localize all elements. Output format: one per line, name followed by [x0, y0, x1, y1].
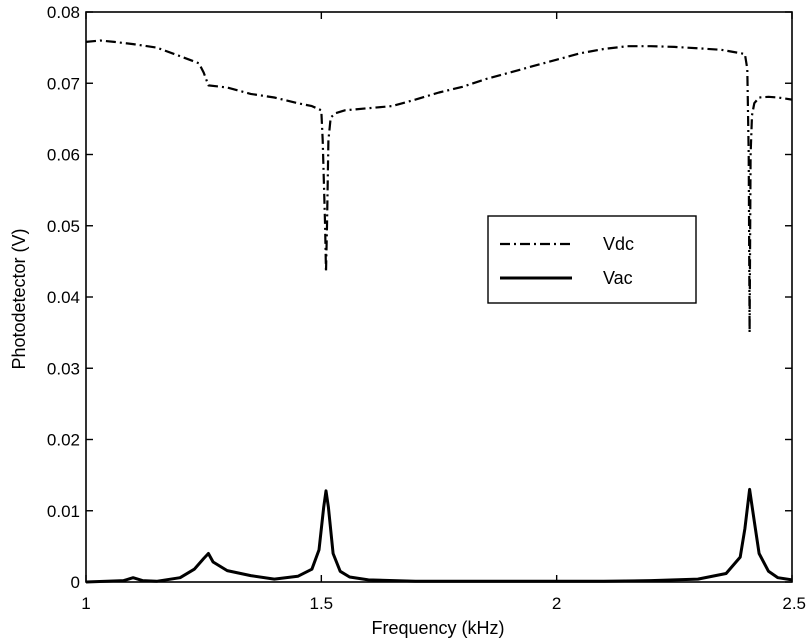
legend-label-vdc: Vdc [603, 234, 634, 254]
y-tick-label: 0.04 [47, 288, 80, 307]
series-layer [85, 39, 793, 584]
legend: Vdc Vac [487, 215, 697, 304]
x-tick-label: 1.5 [310, 594, 334, 613]
series-line-vdc [85, 39, 793, 334]
y-tick-label: 0.01 [47, 502, 80, 521]
x-tick-label: 2.5 [782, 594, 806, 613]
plot-frame [85, 11, 793, 583]
y-tick-label: 0.06 [47, 146, 80, 165]
ticks-layer: 1 1.5 2 2.5 0 0.01 0.02 0.03 0.04 0.05 0.06 0.07 0.0… [47, 3, 806, 613]
legend-box [487, 215, 697, 304]
y-tick-label: 0.08 [47, 3, 80, 22]
x-tick-label: 2 [552, 594, 561, 613]
y-axis-label: Photodetector (V) [9, 228, 29, 369]
y-tick-label: 0 [71, 573, 80, 592]
y-tick-label: 0.05 [47, 217, 80, 236]
series-line-vac [85, 487, 793, 584]
y-tick-label: 0.02 [47, 431, 80, 450]
y-tick-label: 0.07 [47, 74, 80, 93]
legend-label-vac: Vac [603, 268, 633, 288]
x-tick-label: 1 [81, 594, 90, 613]
x-axis-label: Frequency (kHz) [371, 618, 504, 638]
y-tick-label: 0.03 [47, 359, 80, 378]
